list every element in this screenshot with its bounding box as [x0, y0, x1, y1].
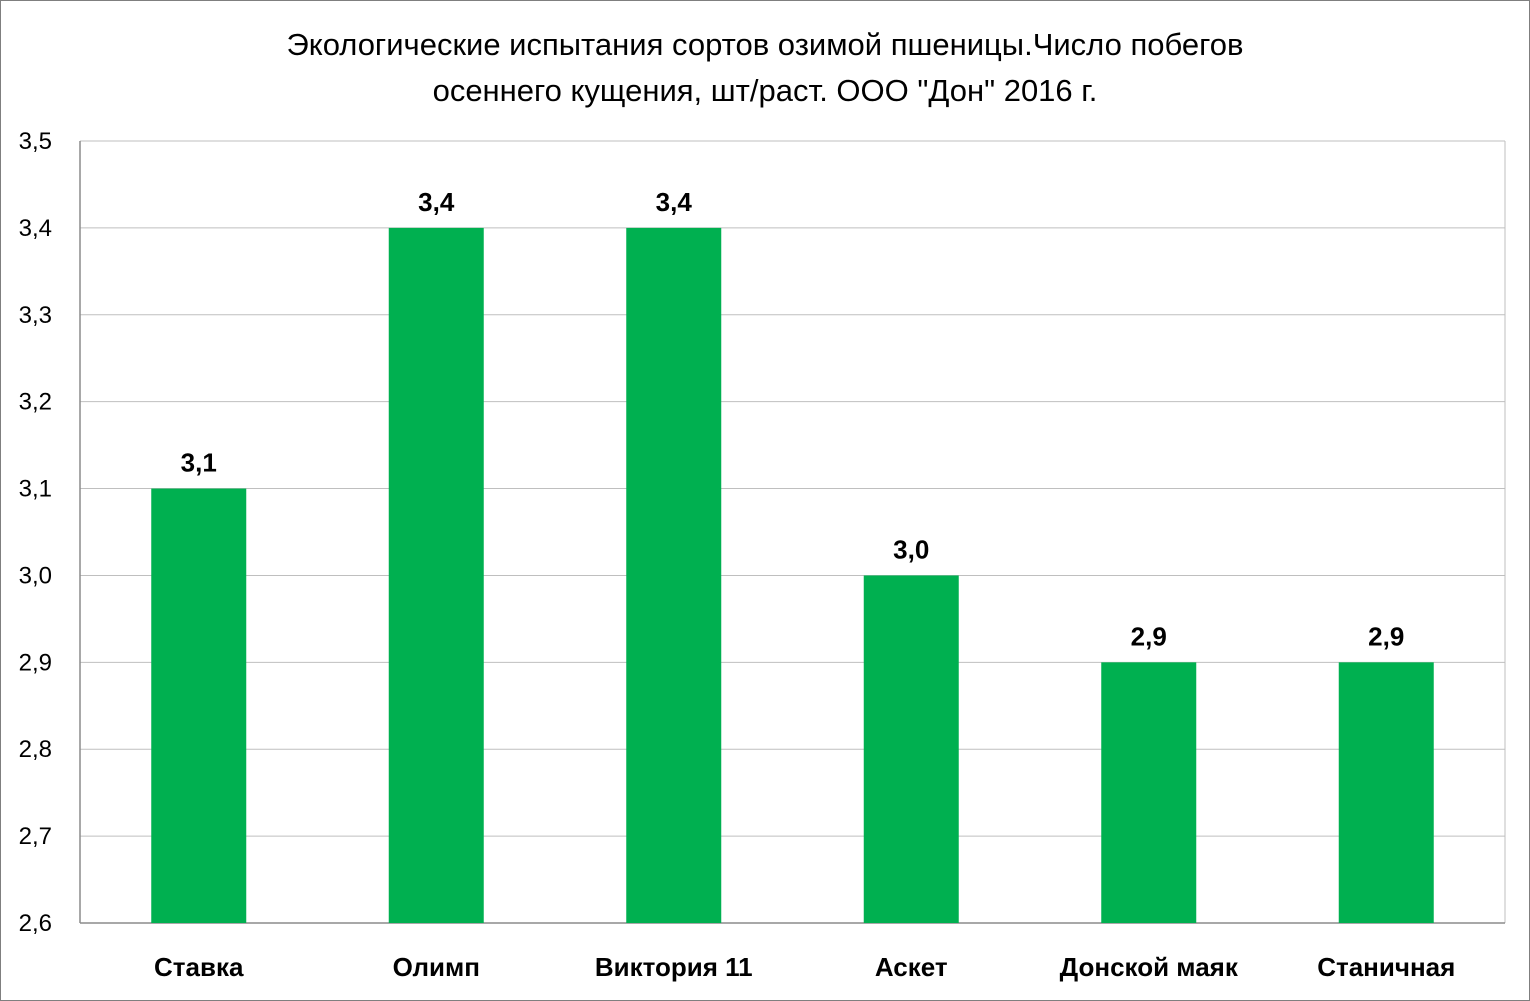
data-label: 3,1 [181, 448, 217, 478]
y-tick-label: 3,0 [19, 562, 52, 589]
bar [626, 227, 722, 923]
data-labels: 3,1 3,4 3,4 3,0 2,9 2,9 [181, 187, 1405, 651]
bars [151, 227, 1434, 923]
y-tick-label: 3,4 [19, 215, 52, 242]
y-tick-label: 3,1 [19, 476, 52, 503]
y-tick-label: 2,6 [19, 910, 52, 937]
y-tick-label: 2,7 [19, 823, 52, 850]
category-label: Ставка [154, 952, 244, 982]
category-label: Аскет [875, 952, 948, 982]
chart-title: Экологические испытания сортов озимой пш… [0, 22, 1530, 114]
category-label: Станичная [1317, 952, 1455, 982]
data-label: 3,0 [893, 534, 929, 564]
data-label: 2,9 [1131, 621, 1167, 651]
chart-title-line-1: Экологические испытания сортов озимой пш… [286, 27, 1244, 62]
y-axis-ticks: 2,6 2,7 2,8 2,9 3,0 3,1 3,2 3,3 3,4 3,5 [19, 128, 52, 937]
data-label: 3,4 [418, 187, 455, 217]
bar [1338, 662, 1434, 923]
chart-title-line-2: осеннего кущения, шт/раст. ООО "Дон" 201… [432, 73, 1098, 108]
gridlines [79, 140, 1506, 924]
y-tick-label: 3,2 [19, 389, 52, 416]
data-label: 3,4 [656, 187, 693, 217]
x-axis-categories: Ставка Олимп Виктория 11 Аскет Донской маяк С… [154, 952, 1455, 982]
bar [863, 575, 959, 923]
bar [388, 227, 484, 923]
y-tick-label: 2,8 [19, 736, 52, 763]
y-tick-label: 3,5 [19, 128, 52, 155]
data-label: 2,9 [1368, 621, 1404, 651]
category-label: Донской маяк [1060, 952, 1239, 982]
category-label: Виктория 11 [595, 952, 753, 982]
y-tick-label: 3,3 [19, 302, 52, 329]
category-label: Олимп [393, 952, 480, 982]
y-tick-label: 2,9 [19, 649, 52, 676]
bar [151, 488, 247, 923]
bar [1101, 662, 1197, 923]
